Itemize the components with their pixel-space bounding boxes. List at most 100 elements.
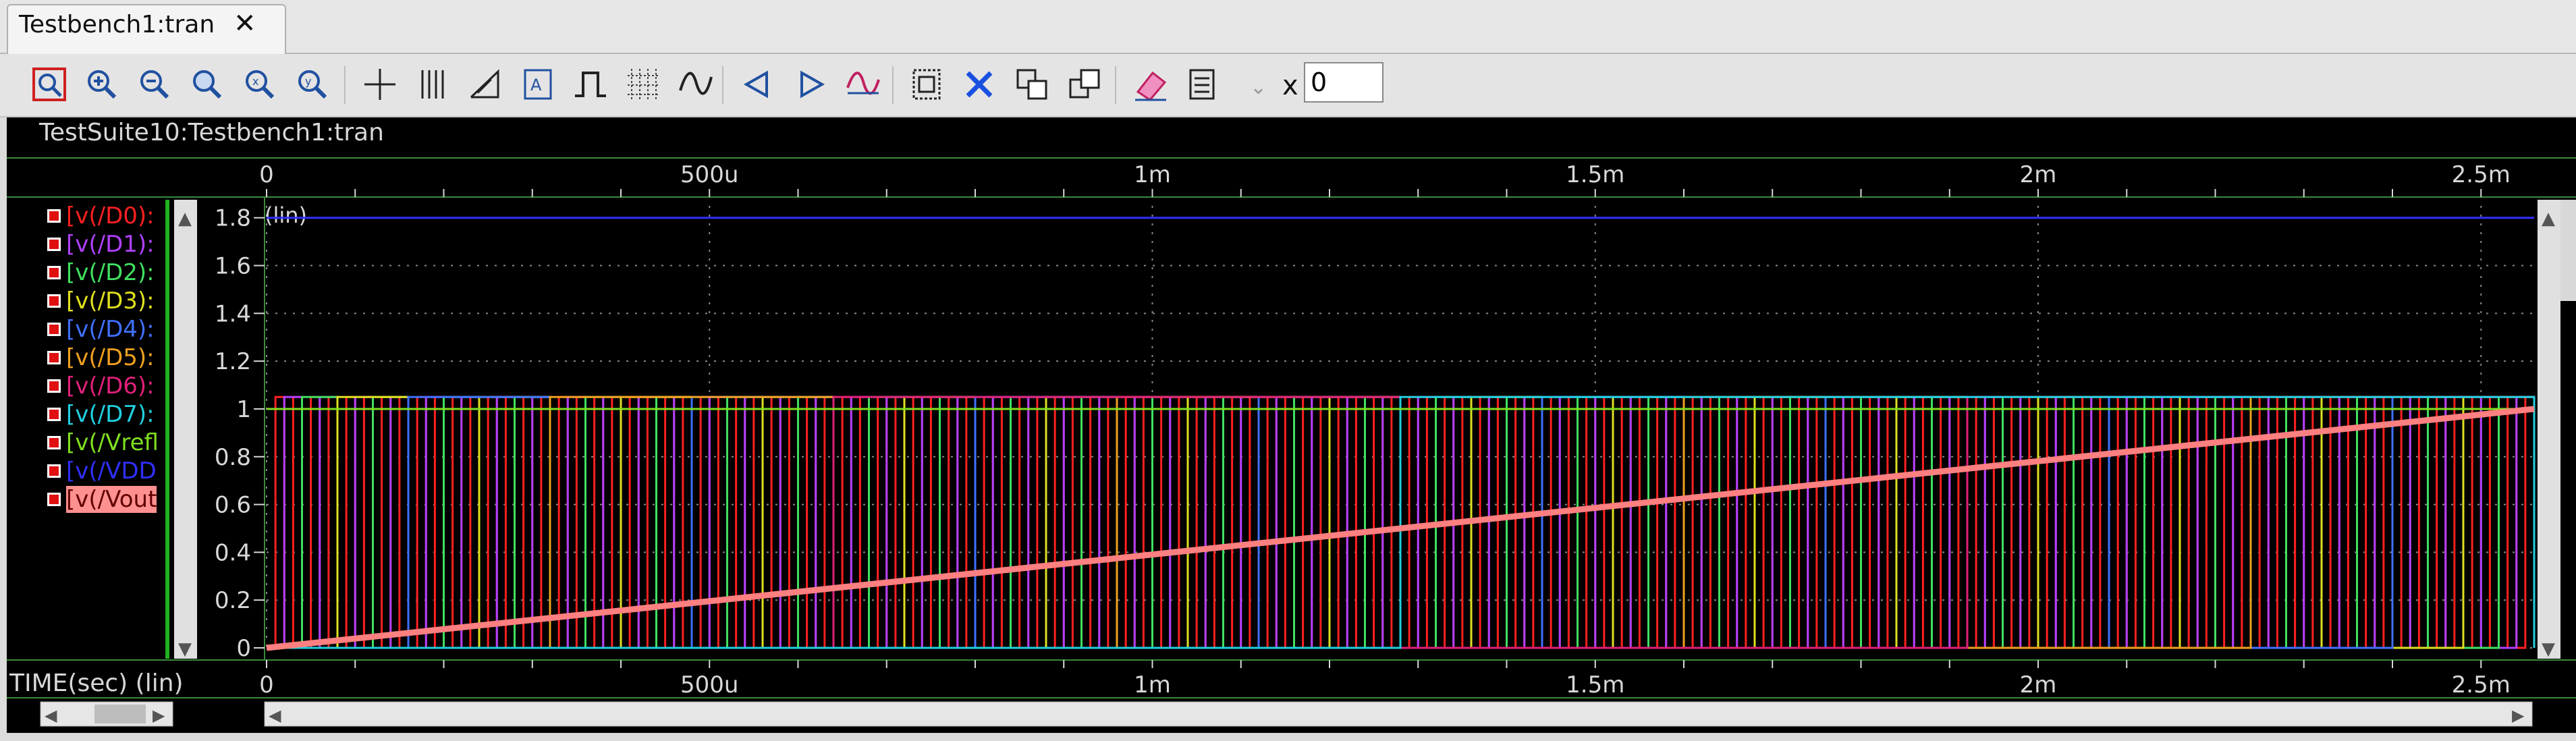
waveform-icon[interactable] bbox=[674, 62, 718, 107]
x-tick-label-top: 1.5m bbox=[1566, 161, 1624, 188]
legend-scroll-thumb[interactable] bbox=[94, 705, 146, 723]
scroll-up-icon[interactable]: ▲ bbox=[2542, 209, 2555, 229]
legend-visibility-icon[interactable] bbox=[47, 436, 61, 449]
x-tick-label-bottom: 1.5m bbox=[1566, 671, 1624, 698]
plot-vertical-scrollbar[interactable] bbox=[2538, 200, 2560, 659]
x-tick-label-bottom: 500u bbox=[680, 671, 738, 698]
scroll-down-icon[interactable]: ▼ bbox=[2542, 639, 2555, 659]
y-tick-label: 0.6 bbox=[215, 492, 251, 519]
x-tick-label-top: 1m bbox=[1134, 161, 1171, 188]
delete-icon[interactable] bbox=[957, 62, 1002, 107]
eraser-icon[interactable] bbox=[1128, 62, 1173, 107]
zoom-y-icon[interactable]: y bbox=[290, 62, 335, 107]
legend-item[interactable]: [v(/D5): bbox=[47, 344, 169, 371]
paste-icon[interactable] bbox=[1062, 62, 1107, 107]
y-tick-label: 0.4 bbox=[215, 539, 251, 566]
copy-icon[interactable] bbox=[1010, 62, 1054, 107]
scroll-left-icon[interactable]: ◀ bbox=[269, 706, 281, 725]
crosshair-icon[interactable] bbox=[358, 62, 402, 107]
legend-visibility-icon[interactable] bbox=[47, 351, 61, 364]
legend-visibility-icon[interactable] bbox=[47, 464, 61, 478]
prev-icon[interactable] bbox=[736, 62, 780, 107]
x-tick-label-bottom: 0 bbox=[259, 671, 274, 698]
x-tick-label-top: 500u bbox=[680, 161, 738, 188]
toolbar-separator bbox=[344, 66, 346, 104]
legend-label: [v(/D7): bbox=[66, 401, 155, 428]
legend-item[interactable]: [v(/D2): bbox=[47, 259, 169, 286]
y-tick-label: 0 bbox=[236, 635, 251, 662]
legend-visibility-icon[interactable] bbox=[47, 493, 61, 506]
svg-text:y: y bbox=[305, 75, 311, 88]
scroll-right-icon[interactable]: ▶ bbox=[153, 706, 165, 725]
scroll-left-icon[interactable]: ◀ bbox=[45, 706, 57, 725]
next-icon[interactable] bbox=[788, 62, 833, 107]
legend-item[interactable]: [v(/VDD bbox=[47, 458, 169, 485]
legend-item[interactable]: [v(/D6): bbox=[47, 373, 169, 400]
legend-label: [v(/D4): bbox=[66, 316, 155, 343]
legend-visibility-icon[interactable] bbox=[47, 323, 61, 336]
legend-label: [v(/D0): bbox=[66, 202, 155, 229]
y-tick-label: 1.8 bbox=[215, 205, 251, 232]
x-tick-label-top: 0 bbox=[259, 161, 274, 188]
legend-label: [v(/Vout bbox=[66, 486, 157, 513]
zoom-in-icon[interactable] bbox=[80, 62, 124, 107]
label-icon[interactable]: A bbox=[516, 62, 560, 107]
grid-icon[interactable] bbox=[621, 62, 665, 107]
tab-bar bbox=[0, 0, 2576, 54]
tab-label: Testbench1:tran bbox=[19, 11, 215, 38]
y-tick-label: 0.8 bbox=[215, 444, 251, 471]
legend-item[interactable]: [v(/Vout bbox=[47, 486, 169, 513]
series-line-vd7 bbox=[267, 395, 2536, 649]
strip-icon[interactable] bbox=[904, 62, 949, 107]
scroll-right-icon[interactable]: ▶ bbox=[2512, 706, 2525, 725]
zoom-select-icon[interactable] bbox=[27, 62, 72, 107]
x-value-input[interactable] bbox=[1304, 62, 1383, 103]
legend-item[interactable]: [v(/D1): bbox=[47, 231, 169, 258]
series-line-vvout bbox=[266, 406, 2535, 651]
y-tick-label: 1.2 bbox=[215, 348, 251, 375]
legend-item[interactable]: [v(/Vrefl bbox=[47, 429, 169, 456]
marker-waveform-icon[interactable] bbox=[841, 62, 885, 107]
legend-item[interactable]: [v(/D3): bbox=[47, 287, 169, 314]
y-tick-label: 1.6 bbox=[215, 253, 251, 280]
legend-item[interactable]: [v(/D0): bbox=[47, 202, 169, 229]
legend-label: [v(/D5): bbox=[66, 344, 155, 371]
legend-item[interactable]: [v(/D4): bbox=[47, 316, 169, 343]
legend-visibility-icon[interactable] bbox=[47, 238, 61, 251]
legend-visibility-icon[interactable] bbox=[47, 379, 61, 393]
x-tick-label-bottom: 2.5m bbox=[2452, 671, 2511, 698]
x-tick-label-bottom: 2m bbox=[2020, 671, 2057, 698]
dropdown-arrow-icon[interactable]: ⌄ bbox=[1250, 76, 1267, 99]
legend-visibility-icon[interactable] bbox=[47, 266, 61, 279]
slope-icon[interactable] bbox=[463, 62, 508, 107]
legend-label: [v(/Vrefl bbox=[66, 429, 159, 456]
zoom-x-icon[interactable]: x bbox=[238, 62, 282, 107]
scroll-up-icon[interactable]: ▲ bbox=[178, 209, 192, 229]
side-tool-strip[interactable] bbox=[2560, 200, 2576, 301]
zoom-out-icon[interactable] bbox=[132, 62, 177, 107]
x-tick-label-bottom: 1m bbox=[1134, 671, 1171, 698]
legend-label: [v(/VDD bbox=[66, 458, 157, 485]
legend-label: [v(/D1): bbox=[66, 231, 155, 258]
settings-icon[interactable] bbox=[1181, 62, 1226, 107]
scroll-down-icon[interactable]: ▼ bbox=[178, 639, 192, 659]
legend-visibility-icon[interactable] bbox=[47, 294, 61, 308]
tab-testbench[interactable] bbox=[7, 4, 286, 54]
legend-scrollbar[interactable] bbox=[174, 200, 197, 659]
close-icon[interactable]: ✕ bbox=[234, 8, 256, 39]
zoom-fit-icon[interactable] bbox=[185, 62, 229, 107]
legend-item[interactable]: [v(/D7): bbox=[47, 401, 169, 428]
legend-label: [v(/D3): bbox=[66, 287, 155, 314]
y-tick-label: 0.2 bbox=[215, 587, 251, 614]
pulse-icon[interactable] bbox=[568, 62, 613, 107]
plot-horizontal-scrollbar[interactable] bbox=[264, 701, 2533, 727]
legend-visibility-icon[interactable] bbox=[47, 408, 61, 421]
vertical-markers-icon[interactable] bbox=[410, 62, 455, 107]
x-label: x bbox=[1282, 70, 1298, 101]
y-tick-label: 1.4 bbox=[215, 300, 251, 327]
legend-visibility-icon[interactable] bbox=[47, 209, 61, 223]
x-tick-label-top: 2.5m bbox=[2452, 161, 2511, 188]
y-scale-label: (lin) bbox=[265, 202, 307, 228]
svg-text:A: A bbox=[530, 76, 542, 94]
